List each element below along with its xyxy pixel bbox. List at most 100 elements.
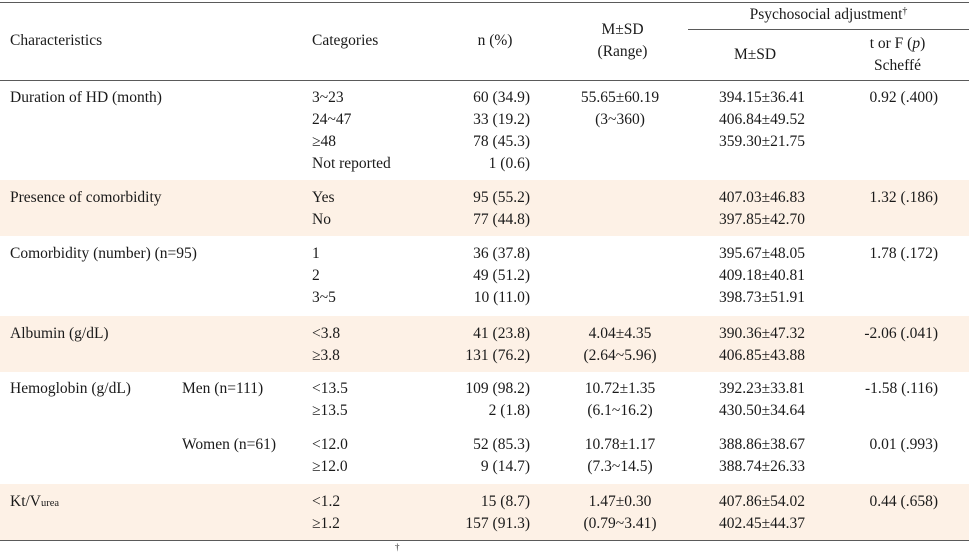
category-cell: ≥1.2	[312, 515, 340, 532]
psych-msd-cell: 406.85±43.88	[718, 347, 805, 364]
header-test-line1: t or F (p)	[869, 35, 926, 52]
row-n: 95 (55.2) 77 (44.8)	[430, 187, 530, 231]
row-categories: 1 2 3~5	[312, 243, 336, 309]
psych-msd-cell: 390.36±47.32	[718, 325, 805, 342]
row-n: 15 (8.7) 157 (91.3)	[430, 491, 530, 535]
n-cell: 60 (34.9)	[473, 89, 530, 106]
psych-msd-cell: 397.85±42.70	[718, 211, 805, 228]
range-cell: (0.79~3.41)	[583, 515, 657, 532]
row-characteristic: Hemoglobin (g/dL)	[10, 380, 131, 397]
row-categories: <3.8 ≥3.8	[312, 323, 340, 367]
header-msd-line1: M±SD	[601, 21, 644, 38]
row-categories: 3~23 24~47 ≥48 Not reported	[312, 87, 391, 175]
row-test: -2.06 (.041)	[864, 325, 938, 342]
n-cell: 77 (44.8)	[473, 211, 530, 228]
n-cell: 131 (76.2)	[465, 347, 530, 364]
msd-cell: 55.65±60.19	[580, 89, 660, 106]
category-cell: ≥3.8	[312, 347, 340, 364]
n-cell: 49 (51.2)	[473, 267, 530, 284]
row-n: 52 (85.3) 9 (14.7)	[430, 434, 530, 478]
n-cell: 157 (91.3)	[465, 515, 530, 532]
header-msd-line2: (Range)	[597, 43, 648, 60]
n-cell: 10 (11.0)	[473, 289, 530, 306]
row-categories: <1.2 ≥1.2	[312, 491, 340, 535]
msd-cell: 1.47±0.30	[588, 493, 652, 510]
row-categories: Yes No	[312, 187, 335, 231]
psych-msd-cell: 430.50±34.64	[718, 402, 805, 419]
ktv-label: Kt/V	[10, 493, 41, 510]
n-cell: 9 (14.7)	[480, 458, 530, 475]
row-psych-msd: 388.86±38.67 388.74±26.33	[690, 434, 805, 478]
range-cell: (6.1~16.2)	[587, 402, 653, 419]
n-cell: 2 (1.8)	[488, 402, 530, 419]
row-band-presence-comorbidity	[0, 180, 969, 236]
row-psych-msd: 392.23±33.81 430.50±34.64	[690, 378, 805, 422]
psych-msd-cell: 394.15±36.41	[718, 89, 805, 106]
header-categories: Categories	[312, 32, 379, 49]
header-psychosocial-label: Psychosocial adjustment	[749, 6, 903, 23]
category-cell: Yes	[312, 189, 335, 206]
row-characteristic: Comorbidity (number) (n=95)	[10, 245, 197, 262]
row-n: 41 (23.8) 131 (76.2)	[430, 323, 530, 367]
row-subgroup: Women (n=61)	[182, 436, 277, 453]
psych-msd-cell: 395.67±48.05	[718, 245, 805, 262]
category-cell: <1.2	[312, 493, 341, 510]
header-psychosocial: Psychosocial adjustment†	[688, 4, 969, 26]
range-cell: (3~360)	[595, 111, 645, 128]
row-test: 0.44 (.658)	[869, 493, 938, 510]
row-n: 36 (37.8) 49 (51.2) 10 (11.0)	[430, 243, 530, 309]
category-cell: <12.0	[312, 436, 348, 453]
category-cell: 3~23	[312, 89, 344, 106]
row-categories: <12.0 ≥12.0	[312, 434, 348, 478]
psych-msd-cell: 388.74±26.33	[718, 458, 805, 475]
psych-msd-cell: 388.86±38.67	[718, 436, 805, 453]
n-cell: 109 (98.2)	[465, 380, 530, 397]
row-characteristic: Albumin (g/dL)	[10, 325, 109, 342]
header-test-scheffe: Scheffé	[873, 57, 922, 74]
row-characteristic: Kt/Vurea	[10, 491, 59, 515]
range-cell: (2.64~5.96)	[583, 347, 657, 364]
psych-msd-cell: 407.03±46.83	[718, 189, 805, 206]
row-psych-msd: 390.36±47.32 406.85±43.88	[690, 323, 805, 367]
header-msd: M±SD (Range)	[560, 19, 685, 63]
msd-cell: 4.04±4.35	[588, 325, 652, 342]
psych-msd-cell: 392.23±33.81	[718, 380, 805, 397]
category-cell: <3.8	[312, 325, 341, 342]
row-msd: 55.65±60.19 (3~360)	[545, 87, 695, 131]
row-psych-msd: 407.03±46.83 397.85±42.70	[690, 187, 805, 231]
category-cell: <13.5	[312, 380, 348, 397]
row-test: 0.92 (.400)	[869, 89, 938, 106]
bottom-rule	[0, 540, 969, 541]
row-subgroup: Men (n=111)	[182, 380, 264, 397]
row-test: 0.01 (.993)	[869, 436, 938, 453]
category-cell: 1	[312, 245, 320, 262]
n-cell: 36 (37.8)	[473, 245, 530, 262]
row-msd: 10.78±1.17 (7.3~14.5)	[545, 434, 695, 478]
footnote-dagger: †	[395, 542, 400, 552]
header-psych-msd: M±SD	[733, 46, 777, 63]
row-n: 109 (98.2) 2 (1.8)	[430, 378, 530, 422]
n-cell: 33 (19.2)	[473, 111, 530, 128]
psychosocial-subrule	[688, 29, 969, 30]
header-test: t or F (p) Scheffé	[840, 33, 955, 77]
row-characteristic: Duration of HD (month)	[10, 89, 162, 106]
row-n: 60 (34.9) 33 (19.2) 78 (45.3) 1 (0.6)	[430, 87, 530, 175]
msd-cell: 10.78±1.17	[584, 436, 656, 453]
n-cell: 15 (8.7)	[480, 493, 530, 510]
row-msd: 10.72±1.35 (6.1~16.2)	[545, 378, 695, 422]
psych-msd-cell: 398.73±51.91	[718, 289, 805, 306]
row-psych-msd: 407.86±54.02 402.45±44.37	[690, 491, 805, 535]
row-psych-msd: 394.15±36.41 406.84±49.52 359.30±21.75	[690, 87, 805, 153]
row-msd: 1.47±0.30 (0.79~3.41)	[545, 491, 695, 535]
n-cell: 41 (23.8)	[473, 325, 530, 342]
category-cell: ≥13.5	[312, 402, 348, 419]
msd-cell: 10.72±1.35	[584, 380, 656, 397]
psych-msd-cell: 402.45±44.37	[718, 515, 805, 532]
category-cell: No	[312, 211, 331, 228]
row-band-albumin	[0, 316, 969, 372]
category-cell: 2	[312, 267, 320, 284]
header-characteristics: Characteristics	[10, 32, 103, 49]
header-bottom-rule	[0, 80, 969, 81]
category-cell: Not reported	[312, 155, 391, 172]
